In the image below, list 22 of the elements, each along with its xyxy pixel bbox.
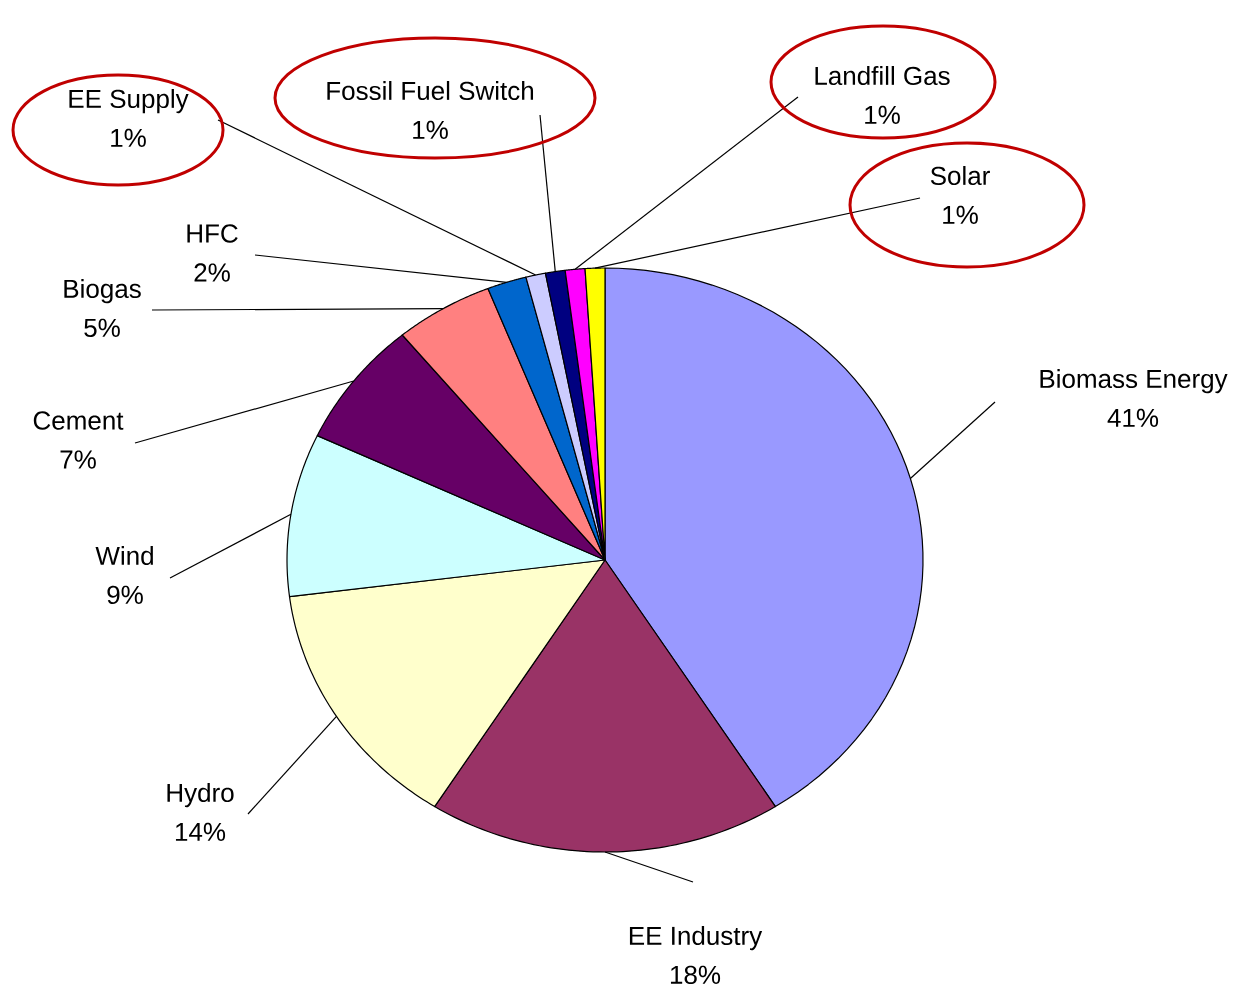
data-label: 1% [865,105,900,124]
slice-label: EE Industry [629,925,763,951]
data-label: 1% [943,205,978,224]
data-label: 5% [84,318,120,338]
data-label: 1% [111,128,146,147]
data-label: 41% [1107,408,1159,427]
data-label: 14% [175,822,226,841]
data-label: 2% [194,263,230,282]
slice-label: Fossil Fuel Switch [327,81,534,101]
slice-label: Biogas [64,278,141,304]
data-label: 18% [670,965,721,985]
slice-label: Landfill Gas [815,66,950,86]
slice-label: Hydro [167,783,234,808]
slice-label: EE Supply [69,89,189,114]
data-label: 9% [107,585,143,605]
data-label: 1% [413,120,448,139]
slice-label: Cement [33,411,124,430]
slice-label: HFC [187,224,238,243]
data-label: 7% [60,450,96,469]
slice-label: Solar [930,166,990,186]
slice-label: Biomass Energy [1040,369,1228,394]
slice-label: Wind [95,545,153,566]
